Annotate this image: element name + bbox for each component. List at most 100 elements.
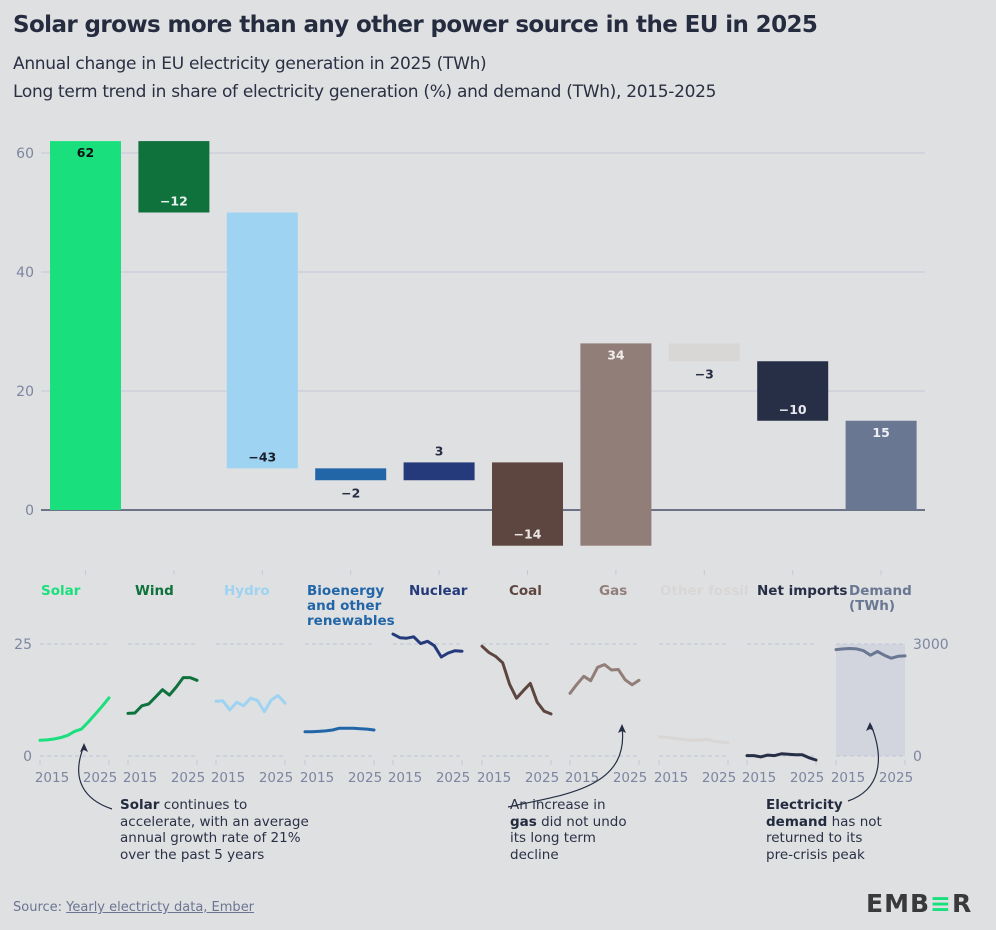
annotation-demand-bold: demand (766, 813, 828, 830)
trend-line-nuclear (391, 632, 464, 659)
category-label: Coal (509, 583, 542, 599)
panel-x-tick-label: 2025 (879, 770, 913, 786)
category-label: Nuclear (409, 583, 468, 599)
chart-subtitle-waterfall: Annual change in EU electricity generati… (13, 54, 487, 74)
annotation-gas: An increase in gas did not undo its long… (510, 797, 627, 863)
trend-line-solar (38, 696, 111, 742)
annotation-demand-line: pre-crisis peak (766, 846, 865, 863)
annotation-gas-text: An increase in (510, 797, 606, 813)
annotation-arrow-solar-head-icon (80, 743, 88, 752)
logo-text-left: EMB (866, 889, 931, 918)
trend-line-net-imports (745, 752, 818, 762)
y-tick-label: 0 (25, 503, 34, 519)
trend-line-coal (480, 644, 553, 716)
panel-x-tick-label: 2015 (211, 770, 245, 786)
data-label: −43 (248, 449, 276, 464)
annotation-solar-line: over the past 5 years (120, 846, 265, 863)
annotation-arrow-demand (847, 724, 879, 802)
data-label: 62 (77, 145, 94, 160)
panel-x-tick-label: 2015 (388, 770, 422, 786)
bar-bioenergy-and-other-renewables (315, 468, 387, 481)
demand-panel-background (836, 644, 905, 756)
trend-line-hydro (214, 694, 287, 714)
logo-text-right: R (951, 889, 973, 918)
data-label: 3 (435, 443, 444, 458)
annotation-gas-line: its long term (510, 830, 596, 846)
bar-gas (580, 343, 652, 546)
panel-x-tick-label: 2015 (831, 770, 865, 786)
annotation-gas-line: decline (510, 846, 559, 863)
trend-line-demand (834, 647, 907, 660)
trend-line-wind (126, 676, 199, 715)
panel-x-tick-label: 2025 (436, 770, 470, 786)
category-label: renewables (307, 613, 395, 629)
chart-subtitle-trends: Long term trend in share of electricity … (13, 82, 717, 102)
category-label: Demand (849, 583, 912, 599)
annotation-solar-line: accelerate, with an average (120, 813, 309, 830)
panel-x-tick-label: 2015 (35, 770, 69, 786)
category-label: Hydro (224, 583, 270, 599)
data-label: −2 (341, 485, 360, 500)
panel-x-tick-label: 2025 (790, 770, 824, 786)
panel-x-tick-label: 2015 (477, 770, 511, 786)
bar-demand-twh- (845, 420, 917, 510)
category-label: Net imports (757, 583, 847, 599)
ember-logo: EMB≡R (866, 889, 972, 918)
source-link[interactable]: Yearly electricty data, Ember (66, 900, 255, 915)
panel-x-tick-label: 2015 (300, 770, 334, 786)
logo-e-mark-icon: ≡ (930, 889, 952, 918)
annotation-solar-bold: Solar (120, 797, 160, 813)
trend-line-other-fossil (657, 735, 730, 745)
annotation-arrow-gas-head-icon (618, 724, 626, 733)
bar-net-imports (757, 361, 829, 421)
annotation-demand: Electricity demand has not returned to i… (766, 797, 882, 863)
demand-y-tick: 0 (913, 749, 922, 765)
y-tick-label: 20 (16, 384, 34, 400)
panel-x-tick-label: 2015 (654, 770, 688, 786)
annotation-demand-line: returned to its (766, 830, 863, 846)
annotation-gas-bold: gas (510, 813, 537, 830)
category-label: Gas (599, 583, 627, 599)
annotation-arrow-solar (78, 745, 113, 810)
trend-line-gas (568, 663, 641, 695)
panel-x-tick-label: 2025 (171, 770, 205, 786)
share-y-tick: 25 (14, 637, 32, 653)
panel-x-tick-label: 2025 (525, 770, 559, 786)
panel-x-tick-label: 2025 (83, 770, 117, 786)
data-label: 15 (872, 425, 889, 440)
category-label: and other (307, 598, 382, 614)
annotation-solar-text: continues to (159, 797, 248, 813)
panel-x-tick-label: 2025 (702, 770, 736, 786)
source-prefix: Source: (13, 900, 67, 915)
panel-x-tick-label: 2025 (348, 770, 382, 786)
annotation-arrow-gas (507, 726, 624, 808)
data-label: 34 (607, 347, 625, 362)
data-label: −12 (160, 194, 188, 209)
annotation-demand-text: has not (827, 813, 882, 830)
annotation-arrow-demand-head-icon (866, 722, 874, 731)
data-label: −10 (779, 402, 807, 417)
demand-y-tick: 3000 (913, 637, 949, 653)
share-y-tick: 0 (23, 749, 32, 765)
bar-other-fossil (668, 343, 740, 362)
trend-line-bioenergy-and-other-renewables (303, 726, 376, 734)
annotation-solar: Solar continues to accelerate, with an a… (120, 797, 309, 863)
annotation-solar-line: annual growth rate of 21% (120, 830, 301, 846)
bar-coal (492, 462, 563, 546)
bar-nuclear (403, 462, 475, 481)
category-label: (TWh) (849, 598, 895, 614)
annotation-gas-text: did not undo (536, 813, 627, 830)
bar-solar (50, 141, 121, 510)
bar-hydro (226, 212, 298, 469)
panel-x-tick-label: 2025 (613, 770, 647, 786)
bar-wind (138, 141, 210, 213)
y-tick-label: 60 (16, 146, 34, 162)
category-label: Bioenergy (307, 583, 384, 599)
panel-x-tick-label: 2015 (742, 770, 776, 786)
panel-x-tick-label: 2015 (123, 770, 157, 786)
panel-x-tick-label: 2025 (259, 770, 293, 786)
y-tick-label: 40 (16, 265, 34, 281)
data-label: −14 (514, 527, 542, 542)
category-label: Wind (135, 583, 174, 599)
